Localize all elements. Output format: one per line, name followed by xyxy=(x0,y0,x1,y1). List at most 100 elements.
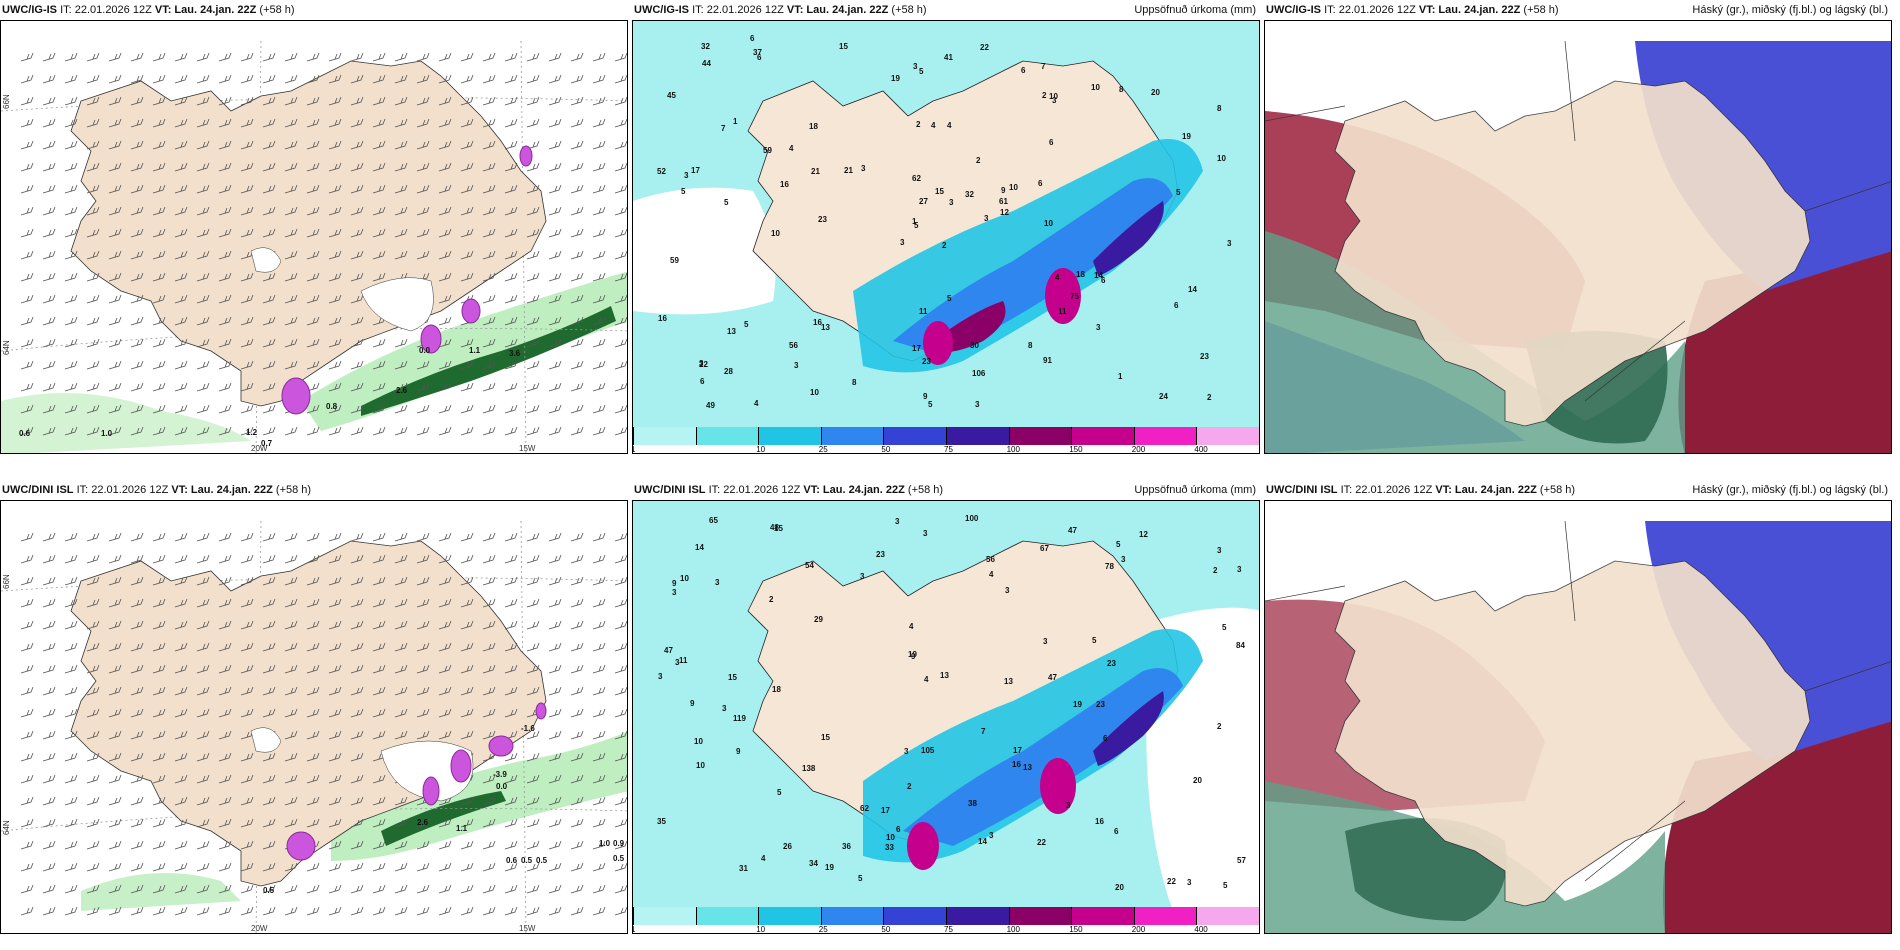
precip-value: 6 xyxy=(1174,301,1179,310)
precip-value: 65 xyxy=(709,516,718,525)
contour-label: 2.6 xyxy=(396,386,408,395)
precip-value: 6 xyxy=(757,53,762,62)
precip-value: 15 xyxy=(935,187,944,196)
colorbar-swatch xyxy=(1008,907,1072,925)
precip-value: 4 xyxy=(947,121,952,130)
precip-value: 10 xyxy=(1091,83,1100,92)
precip-value: 27 xyxy=(919,197,928,206)
precip-value: 2 xyxy=(907,782,912,791)
precip-value: 3 xyxy=(1005,586,1010,595)
precip-value: 3 xyxy=(1052,96,1057,105)
precip-value: 5 xyxy=(724,198,729,207)
panel-top-right: UWC/IG-IS IT: 22.01.2026 12Z VT: Lau. 24… xyxy=(1264,0,1892,455)
precip-value: 59 xyxy=(670,256,679,265)
panel-title: UWC/DINI ISL IT: 22.01.2026 12Z VT: Lau.… xyxy=(1266,484,1576,496)
precip-value: 26 xyxy=(783,842,792,851)
precip-value: 28 xyxy=(724,367,733,376)
colorbar-swatch xyxy=(820,907,884,925)
precip-value: 5 xyxy=(777,788,782,797)
precip-value: 3 xyxy=(658,672,663,681)
precip-value: 22 xyxy=(980,43,989,52)
precip-value: 9 xyxy=(911,652,916,661)
precip-value: 47 xyxy=(664,646,673,655)
colorbar-swatch xyxy=(633,427,696,445)
contour-label: 3.6 xyxy=(509,349,521,358)
precip-value: 10 xyxy=(680,574,689,583)
precip-value: 4 xyxy=(924,675,929,684)
precip-value: 18 xyxy=(809,122,818,131)
map-frame: 2 7 5 3 9 13 7 4 10 3 6 2 5 8 3 6 4 2 2 5 3 6 3 4 10 6 1 5 5 4 10 1 17 27… xyxy=(632,20,1260,454)
colorbar-swatch xyxy=(883,427,946,445)
precip-value: 18 xyxy=(1076,270,1085,279)
panel-title: UWC/IG-IS IT: 22.01.2026 12Z VT: Lau. 24… xyxy=(1266,4,1559,16)
precip-value: 6 xyxy=(1114,827,1119,836)
contour-label: 0.0 xyxy=(419,346,431,355)
precip-map: 2753913741036258364225363410615541011727… xyxy=(633,21,1259,431)
precip-value: 67 xyxy=(1040,544,1049,553)
axis-label: 20W xyxy=(251,444,268,453)
contour-label: 0.7 xyxy=(261,439,273,448)
precip-value: 16 xyxy=(813,318,822,327)
precip-value: 1 xyxy=(1118,372,1123,381)
precip-value: 78 xyxy=(1105,562,1114,571)
colorbar-tick-label: 25 xyxy=(818,445,828,454)
contour-label: 0.6 xyxy=(19,429,31,438)
precip-value: 20 xyxy=(1115,883,1124,892)
axis-label: 15W xyxy=(519,444,536,453)
colorbar-swatch xyxy=(820,427,884,445)
precip-value: 36 xyxy=(842,842,851,851)
precip-value: 18 xyxy=(772,685,781,694)
precip-value: 6 xyxy=(1101,276,1106,285)
precip-value: 106 xyxy=(972,369,986,378)
colorbar-tick-label: 150 xyxy=(1069,445,1083,454)
colorbar-swatch xyxy=(883,907,946,925)
precip-value: 9 xyxy=(690,699,695,708)
contour-label: 1.1 xyxy=(469,346,481,355)
precip-value: 5 xyxy=(1092,636,1097,645)
precip-value: 2 xyxy=(916,120,921,129)
map-frame: 3 3 5 3 9 22 3 3 4 12 13 6 3 3 2 5 3 9 7 2 3 6 2 9 26 4 17 15 19 14 10… xyxy=(632,500,1260,934)
precip-value: 3 xyxy=(900,238,905,247)
precip-value: 15 xyxy=(839,42,848,51)
precip-value: 5 xyxy=(1116,540,1121,549)
wind-barbs xyxy=(20,52,627,436)
precip-value: 8 xyxy=(1217,104,1222,113)
precip-value: 2 xyxy=(1213,566,1218,575)
precip-value: 14 xyxy=(1188,285,1197,294)
precip-value: 10 xyxy=(1049,92,1058,101)
map-frame: 66N 64N 20W 15W 0.6 1.0 1.2 0.7 2.6 3.6 … xyxy=(0,20,628,454)
colorbar-tick-label: 25 xyxy=(818,925,828,934)
precip-value: 9 xyxy=(672,579,677,588)
precip-value: 15 xyxy=(821,733,830,742)
iceland-land xyxy=(1334,80,1811,427)
precip-value: 23 xyxy=(1200,352,1209,361)
precip-value: 17 xyxy=(881,806,890,815)
contour-label: 2.6 xyxy=(417,818,429,827)
precip-value: 11 xyxy=(679,656,688,665)
precip-value: 4 xyxy=(909,622,914,631)
precip-value: 7 xyxy=(721,124,726,133)
precip-value: 17 xyxy=(1013,746,1022,755)
precip-value: 8 xyxy=(1119,85,1124,94)
precip-value: 5 xyxy=(681,187,686,196)
precip-value: 6 xyxy=(1021,66,1026,75)
colorbar: 1 10 25 50 75 100 150 200 400 xyxy=(633,427,1259,453)
precip-value: 16 xyxy=(780,180,789,189)
precip-value: 34 xyxy=(809,859,818,868)
precip-value: 13 xyxy=(821,323,830,332)
precip-value: 10 xyxy=(694,737,703,746)
precip-value: 54 xyxy=(805,561,814,570)
cloud-map xyxy=(1265,21,1891,453)
precip-value: 5 xyxy=(928,400,933,409)
precip-value: 24 xyxy=(1159,392,1168,401)
precip-value: 10 xyxy=(886,833,895,842)
precip-value: 4 xyxy=(789,144,794,153)
precip-value: 3 xyxy=(699,359,704,368)
colorbar-swatch xyxy=(633,907,696,925)
precip-value: 3 xyxy=(860,572,865,581)
colorbar-tick-label: 10 xyxy=(756,445,766,454)
map-frame: 66N 64N 20W 15W 0.5 1.1 2.6 1.0 0.9 0.5 … xyxy=(0,500,628,934)
precip-value: 3 xyxy=(895,517,900,526)
precip-value: 23 xyxy=(1107,659,1116,668)
precip-value: 23 xyxy=(818,215,827,224)
